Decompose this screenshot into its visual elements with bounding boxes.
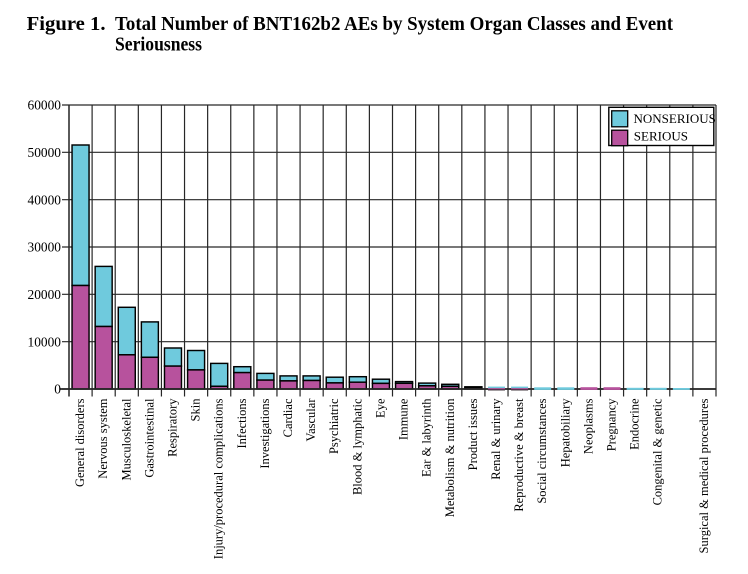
svg-text:Social circumstances: Social circumstances	[535, 398, 549, 503]
svg-text:General disorders: General disorders	[73, 398, 87, 487]
svg-text:Cardiac: Cardiac	[281, 398, 295, 437]
svg-text:Renal & urinary: Renal & urinary	[489, 398, 503, 480]
svg-text:Infections: Infections	[235, 398, 249, 448]
svg-text:40000: 40000	[28, 192, 62, 207]
svg-text:Blood & lymphatic: Blood & lymphatic	[350, 398, 364, 495]
svg-text:Metabolism & nutrition: Metabolism & nutrition	[443, 398, 457, 517]
svg-text:0: 0	[54, 382, 61, 397]
svg-text:10000: 10000	[28, 334, 62, 349]
svg-text:Seriousness: Seriousness	[115, 35, 202, 56]
svg-text:Reproductive & breast: Reproductive & breast	[512, 398, 526, 512]
svg-text:Total Number of BNT162b2 AEs b: Total Number of BNT162b2 AEs by System O…	[115, 14, 673, 35]
svg-text:SERIOUS: SERIOUS	[634, 129, 688, 144]
svg-text:Product issues: Product issues	[466, 398, 480, 470]
svg-text:30000: 30000	[28, 240, 62, 255]
svg-text:Immune: Immune	[397, 398, 411, 440]
svg-text:Neoplasms: Neoplasms	[581, 398, 595, 454]
svg-text:20000: 20000	[28, 287, 62, 302]
svg-text:Pregnancy: Pregnancy	[605, 398, 619, 452]
svg-text:Psychiatric: Psychiatric	[327, 398, 341, 454]
svg-text:Ear & labyrinth: Ear & labyrinth	[420, 398, 434, 477]
svg-text:Surgical & medical procedures: Surgical & medical procedures	[697, 398, 711, 553]
svg-text:Musculoskeletal: Musculoskeletal	[119, 398, 133, 480]
svg-text:Vascular: Vascular	[304, 398, 318, 442]
svg-text:50000: 50000	[28, 145, 62, 160]
svg-text:Eye: Eye	[373, 398, 387, 418]
svg-text:Figure 1.: Figure 1.	[27, 14, 106, 35]
svg-text:Skin: Skin	[189, 398, 203, 422]
svg-text:Congenital & genetic: Congenital & genetic	[651, 398, 665, 505]
svg-text:Endocrine: Endocrine	[628, 398, 642, 450]
svg-text:Respiratory: Respiratory	[165, 398, 179, 457]
svg-text:Nervous system: Nervous system	[96, 398, 110, 478]
svg-text:Injury/procedural complication: Injury/procedural complications	[212, 398, 226, 559]
svg-text:60000: 60000	[28, 98, 62, 113]
svg-text:Investigations: Investigations	[258, 398, 272, 468]
svg-text:Hepatobiliary: Hepatobiliary	[558, 398, 572, 467]
svg-text:Gastrointestinal: Gastrointestinal	[142, 398, 156, 478]
svg-text:NONSERIOUS: NONSERIOUS	[634, 111, 716, 126]
